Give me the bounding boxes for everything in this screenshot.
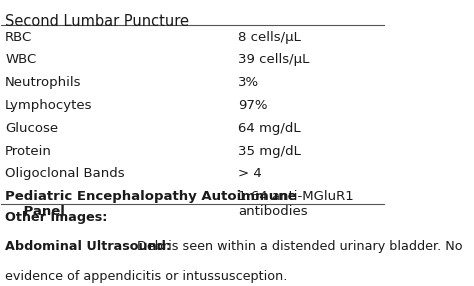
Text: RBC: RBC	[5, 31, 32, 43]
Text: 35 mg/dL: 35 mg/dL	[238, 144, 301, 158]
Text: 8 cells/μL: 8 cells/μL	[238, 31, 301, 43]
Text: Pediatric Encephalopathy Autoimmune
    Panel: Pediatric Encephalopathy Autoimmune Pane…	[5, 190, 297, 218]
Text: Debris seen within a distended urinary bladder. No: Debris seen within a distended urinary b…	[133, 241, 463, 253]
Text: WBC: WBC	[5, 53, 36, 66]
Text: Protein: Protein	[5, 144, 52, 158]
Text: evidence of appendicitis or intussusception.: evidence of appendicitis or intussuscept…	[5, 270, 288, 283]
Text: Lymphocytes: Lymphocytes	[5, 99, 93, 112]
Text: Abdominal Ultrasound:: Abdominal Ultrasound:	[5, 241, 171, 253]
Text: Second Lumbar Puncture: Second Lumbar Puncture	[5, 14, 189, 29]
Text: 39 cells/μL: 39 cells/μL	[238, 53, 310, 66]
Text: 64 mg/dL: 64 mg/dL	[238, 122, 301, 135]
Text: > 4: > 4	[238, 167, 262, 180]
Text: Other Images:: Other Images:	[5, 211, 108, 224]
Text: 97%: 97%	[238, 99, 268, 112]
Text: 3%: 3%	[238, 76, 259, 89]
Text: Neutrophils: Neutrophils	[5, 76, 82, 89]
Text: Glucose: Glucose	[5, 122, 58, 135]
Text: Oligoclonal Bands: Oligoclonal Bands	[5, 167, 125, 180]
Text: 1:64 anti-MGluR1
antibodies: 1:64 anti-MGluR1 antibodies	[238, 190, 354, 218]
